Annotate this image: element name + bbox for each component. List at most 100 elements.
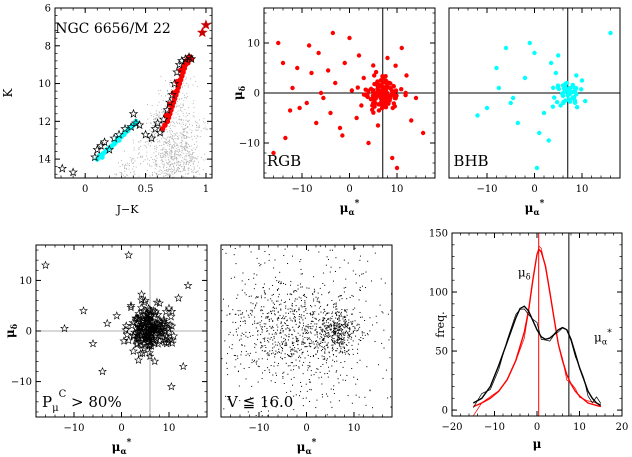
star-dot: [301, 286, 303, 288]
field-star: [185, 158, 187, 160]
field-star: [157, 181, 158, 182]
field-star: [186, 82, 188, 85]
field-star: [160, 179, 161, 180]
star-dot: [338, 344, 340, 346]
star-dot: [321, 383, 323, 385]
star-dot: [314, 305, 316, 307]
member-star: [150, 356, 160, 366]
field-star: [174, 125, 176, 128]
field-star: [133, 172, 135, 174]
star-dot: [305, 325, 307, 327]
star-dot: [260, 297, 262, 299]
field-star: [163, 141, 165, 143]
star-dot: [293, 409, 295, 411]
star-dot: [258, 358, 260, 360]
member-star: [145, 340, 155, 350]
star-dot: [294, 316, 296, 318]
star-dot: [278, 351, 280, 353]
rgb-star: [375, 91, 381, 96]
field-star: [195, 158, 197, 160]
x-tick-label: −10: [291, 184, 312, 195]
star-dot: [273, 329, 275, 331]
field-star: [174, 153, 176, 155]
star-dot: [281, 328, 283, 330]
member-star: [136, 323, 145, 333]
star-dot: [342, 324, 344, 326]
star-dot: [261, 331, 263, 333]
field-star: [174, 169, 176, 171]
star-dot: [304, 301, 306, 303]
field-star: [197, 156, 199, 158]
field-star: [176, 136, 178, 138]
star-dot: [317, 350, 319, 352]
field-star: [138, 153, 140, 155]
field-star: [151, 132, 153, 134]
star-dot: [323, 317, 325, 319]
rgb-star: [354, 115, 359, 121]
rgb-star: [372, 91, 377, 96]
star-dot: [330, 329, 332, 331]
star-dot: [303, 315, 305, 317]
field-star: [168, 151, 170, 153]
star-dot: [321, 331, 323, 333]
field-star: [187, 136, 189, 138]
star-dot: [351, 322, 353, 324]
field-star: [155, 165, 157, 167]
field-star: [196, 165, 198, 167]
star-dot: [323, 322, 325, 324]
star-dot: [300, 259, 302, 261]
star-dot: [321, 346, 323, 348]
star-dot: [341, 344, 343, 346]
star-dot: [297, 288, 299, 290]
member-star: [121, 325, 131, 334]
star-dot: [251, 311, 253, 313]
field-star: [170, 170, 172, 173]
star-dot: [306, 346, 308, 348]
field-star: [170, 151, 172, 153]
star-dot: [326, 256, 328, 258]
star-dot: [331, 406, 333, 408]
star-dot: [317, 347, 319, 349]
star-dot: [321, 376, 323, 378]
star-dot: [233, 254, 235, 256]
star-dot: [250, 309, 252, 311]
field-star: [185, 145, 187, 147]
field-star: [166, 150, 168, 153]
field-star: [155, 154, 157, 156]
field-star: [133, 149, 135, 151]
field-star: [192, 84, 194, 86]
field-star: [184, 156, 186, 158]
field-star: [176, 162, 178, 164]
star-dot: [327, 376, 329, 378]
star-dot: [240, 317, 242, 319]
star-dot: [266, 358, 268, 360]
star-dot: [279, 315, 281, 317]
star-dot: [298, 367, 300, 369]
star-dot: [343, 347, 345, 349]
star-dot: [364, 319, 366, 321]
star-dot: [294, 320, 296, 322]
star-dot: [340, 295, 342, 297]
star-dot: [318, 343, 320, 345]
star-dot: [287, 373, 289, 375]
star-dot: [324, 348, 326, 350]
star-dot: [280, 336, 282, 338]
field-star: [182, 130, 184, 132]
star-dot: [302, 332, 304, 334]
field-star: [132, 139, 134, 141]
field-star: [190, 156, 192, 158]
star-dot: [304, 342, 306, 344]
star-dot: [302, 405, 304, 407]
bhb-star: [541, 110, 547, 116]
field-star: [170, 156, 172, 158]
star-dot: [268, 312, 270, 314]
star-dot: [346, 327, 348, 329]
field-star: [177, 154, 179, 156]
star-dot: [232, 321, 234, 323]
star-dot: [298, 307, 300, 309]
star-dot: [346, 309, 348, 311]
member-star: [120, 123, 130, 133]
field-star: [123, 150, 125, 152]
field-star: [171, 151, 173, 153]
star-dot: [309, 388, 311, 390]
